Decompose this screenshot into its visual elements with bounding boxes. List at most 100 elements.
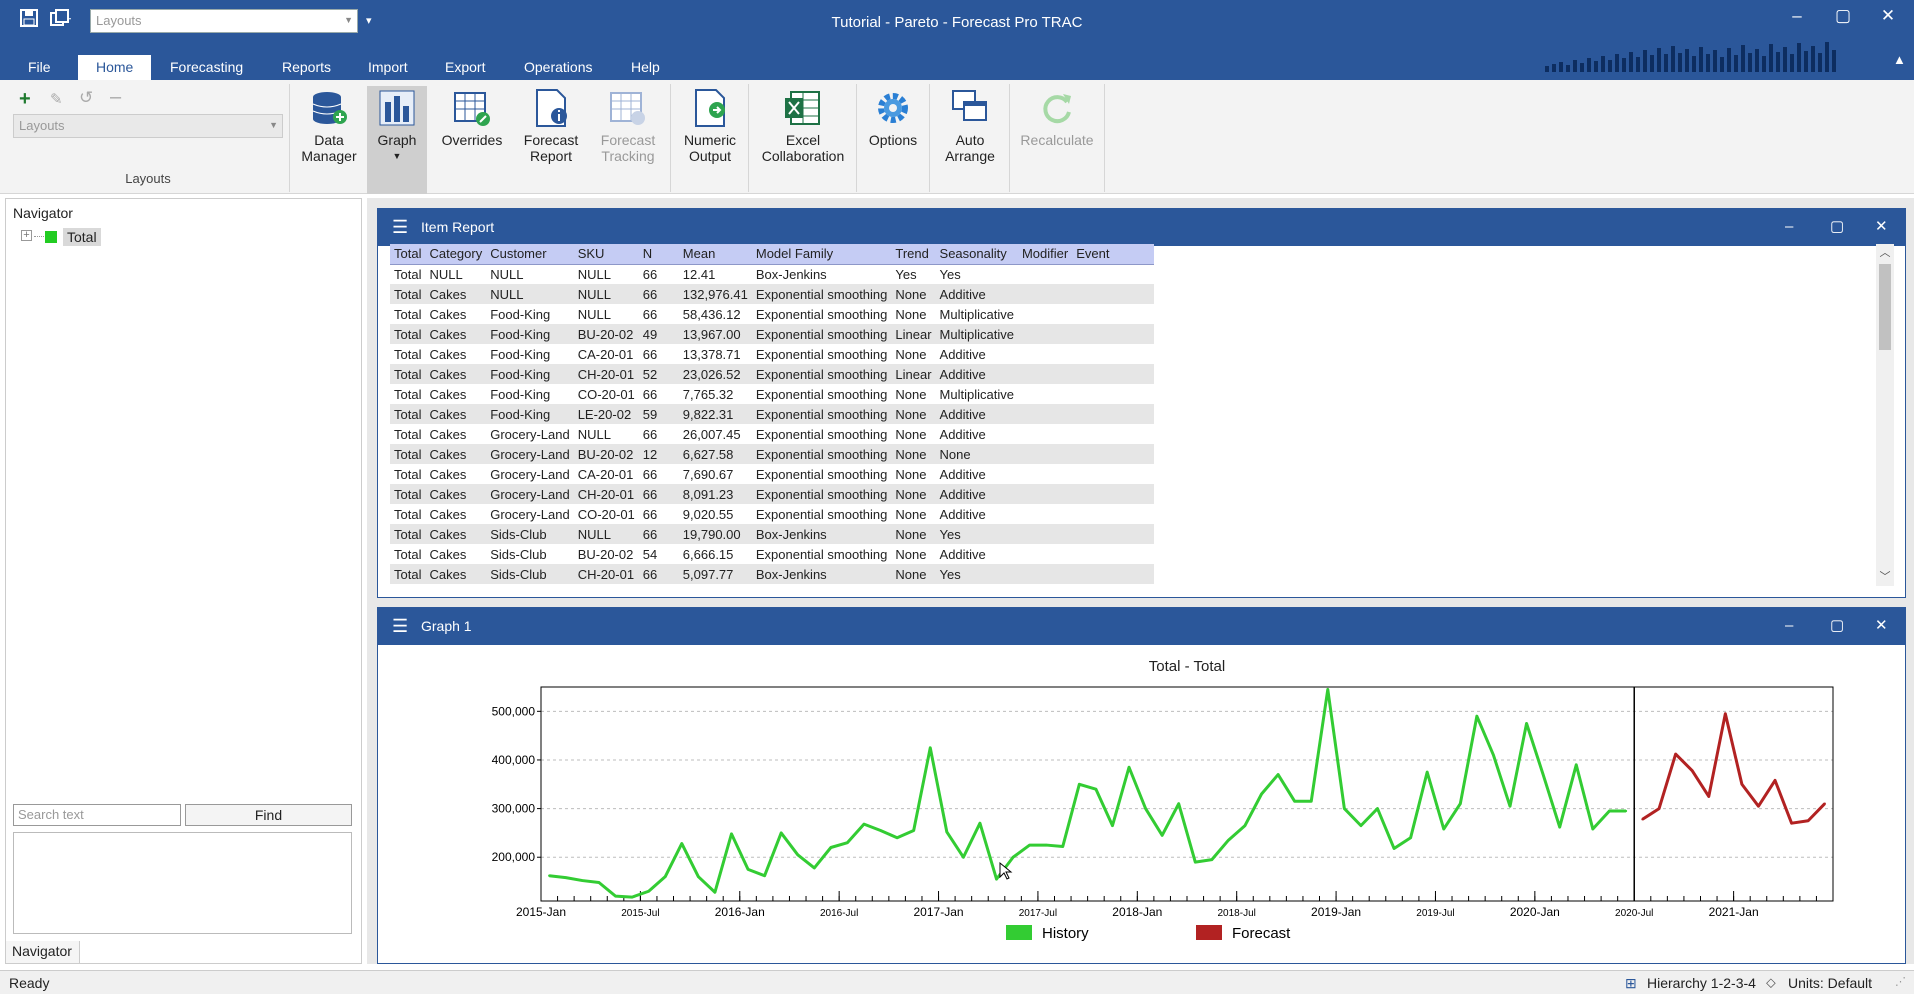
- units-status[interactable]: Units: Default: [1788, 975, 1873, 991]
- table-row[interactable]: Total Cakes Food-King BU-20-02 49 13,967.00 Ex…: [390, 324, 1155, 344]
- find-button[interactable]: Find: [185, 804, 352, 826]
- table-row[interactable]: Total Cakes Sids-Club CH-20-01 66 5,097.77 Box…: [390, 564, 1155, 584]
- layouts-combo[interactable]: Layouts ▼: [13, 114, 283, 138]
- data-point: [1724, 712, 1727, 715]
- minimize-icon[interactable]: –: [1785, 617, 1794, 634]
- data-manager-button[interactable]: Data Manager: [294, 86, 364, 194]
- forecast-tracking-button[interactable]: Forecast Tracking: [593, 86, 663, 194]
- data-point: [1823, 802, 1826, 805]
- menu-help[interactable]: Help: [631, 59, 660, 75]
- tree-item-total[interactable]: Total: [63, 228, 101, 246]
- table-cell: CA-20-01: [577, 346, 634, 362]
- layouts-quick-icon[interactable]: [50, 9, 72, 32]
- y-tick-label: 200,000: [492, 850, 536, 864]
- table-row[interactable]: Total Cakes Food-King LE-20-02 59 9,822.31 Exp…: [390, 404, 1155, 424]
- table-cell: 66: [642, 386, 658, 402]
- y-tick-label: 500,000: [492, 704, 536, 718]
- overrides-button[interactable]: Overrides: [437, 86, 507, 194]
- table-row[interactable]: Total Cakes Food-King CH-20-01 52 23,026.52 Ex…: [390, 364, 1155, 384]
- resize-grip-icon[interactable]: ⋰: [1895, 976, 1906, 988]
- search-input[interactable]: Search text: [13, 804, 181, 826]
- x-tick-label: 2018-Jul: [1218, 908, 1256, 919]
- table-cell: Cakes: [429, 306, 467, 322]
- table-row[interactable]: Total Cakes Food-King CO-20-01 66 7,765.32 Exp…: [390, 384, 1154, 404]
- table-cell: Cakes: [425, 284, 487, 304]
- table-cell: None: [891, 284, 936, 304]
- table-row[interactable]: Total Cakes Sids-Club NULL 66 19,790.00 Box-Je…: [390, 524, 1155, 544]
- table-cell: None: [895, 306, 927, 322]
- maximize-icon[interactable]: ▢: [1834, 6, 1852, 25]
- col-sku[interactable]: SKU: [573, 244, 639, 265]
- menu-reports[interactable]: Reports: [282, 59, 332, 75]
- col-mean[interactable]: Mean: [678, 244, 752, 265]
- add-icon[interactable]: +: [19, 88, 31, 110]
- data-point: [664, 875, 667, 878]
- col-category[interactable]: Category: [425, 244, 487, 265]
- save-icon[interactable]: [20, 9, 38, 32]
- data-point: [1293, 800, 1296, 803]
- close-icon[interactable]: ✕: [1880, 6, 1896, 25]
- table-row[interactable]: Total NULL NULL NULL 66 12.41 Box-Jenkins Yes Ye…: [390, 264, 1154, 284]
- table-cell: 19,790.00: [678, 524, 752, 544]
- maximize-icon[interactable]: ▢: [1830, 218, 1845, 235]
- table-row[interactable]: Total Cakes Food-King CA-20-01 66 13,378.71 Ex…: [390, 344, 1154, 364]
- col-customer[interactable]: Customer: [486, 244, 574, 265]
- table-row[interactable]: Total Cakes Grocery-Land NULL 66 26,007.45 Exp…: [390, 424, 1154, 444]
- col-total[interactable]: Total: [390, 244, 426, 265]
- menu-export[interactable]: Export: [445, 59, 486, 75]
- menu-file[interactable]: File: [28, 59, 51, 75]
- table-row[interactable]: Total Cakes NULL NULL 66 132,976.41 Exponentia…: [390, 284, 1155, 304]
- table-cell: [1017, 404, 1073, 424]
- table-cell: BU-20-02: [573, 324, 639, 344]
- collapse-ribbon-icon[interactable]: ▲: [1893, 52, 1906, 67]
- table-row[interactable]: Total Cakes Food-King NULL 66 58,436.12 Expone…: [390, 304, 1154, 324]
- col-n[interactable]: N: [638, 244, 679, 265]
- layouts-quick-combo[interactable]: Layouts ▼: [90, 9, 358, 33]
- options-button[interactable]: Options: [858, 86, 928, 194]
- menu-operations[interactable]: Operations: [524, 59, 593, 75]
- col-event[interactable]: Event: [1072, 244, 1155, 265]
- table-row[interactable]: Total Cakes Grocery-Land CA-20-01 66 7,690.67…: [390, 464, 1154, 484]
- maximize-icon[interactable]: ▢: [1830, 617, 1845, 634]
- col-seasonality[interactable]: Seasonality: [935, 244, 1018, 265]
- edit-icon[interactable]: ✎: [50, 91, 63, 108]
- table-cell: Additive: [935, 484, 1018, 504]
- close-icon[interactable]: ✕: [1875, 218, 1888, 235]
- vertical-scrollbar[interactable]: ︿ ﹀: [1876, 244, 1894, 586]
- menu-import[interactable]: Import: [368, 59, 408, 75]
- graph-label: Graph: [377, 132, 417, 148]
- table-row[interactable]: Total Cakes Sids-Club BU-20-02 54 6,666.15 Exp…: [390, 544, 1154, 564]
- auto-arrange-button[interactable]: Auto Arrange: [935, 86, 1005, 194]
- minimize-icon[interactable]: –: [1792, 6, 1802, 25]
- numeric-output-button[interactable]: Numeric Output: [675, 86, 745, 194]
- table-cell: Cakes: [429, 546, 467, 562]
- scroll-up-icon[interactable]: ︿: [1879, 247, 1891, 259]
- hamburger-icon[interactable]: ☰: [392, 616, 409, 636]
- col-trend[interactable]: Trend: [891, 244, 936, 265]
- menu-home[interactable]: Home: [78, 55, 152, 80]
- x-tick-label: 2020-Jan: [1510, 905, 1560, 919]
- menu-forecasting[interactable]: Forecasting: [170, 59, 244, 75]
- table-cell: [1018, 344, 1072, 364]
- forecast-report-button[interactable]: Forecast Report: [516, 86, 586, 194]
- excel-collaboration-button[interactable]: Excel Collaboration: [753, 86, 853, 194]
- table-row[interactable]: Total Cakes Grocery-Land CO-20-01 66 9,020.55…: [390, 504, 1154, 524]
- graph-button[interactable]: Graph ▼: [367, 86, 427, 194]
- scroll-thumb[interactable]: [1879, 264, 1891, 350]
- recalculate-button[interactable]: Recalculate: [1012, 86, 1102, 194]
- col-model-family[interactable]: Model Family: [751, 244, 892, 265]
- expand-icon[interactable]: +: [21, 230, 32, 241]
- scroll-down-icon[interactable]: ﹀: [1879, 571, 1891, 583]
- table-cell: Total: [394, 386, 422, 402]
- minimize-icon[interactable]: –: [1785, 218, 1794, 235]
- hierarchy-status[interactable]: Hierarchy 1-2-3-4: [1647, 975, 1756, 991]
- navigator-tab[interactable]: Navigator: [5, 941, 80, 964]
- col-modifier[interactable]: Modifier: [1017, 244, 1073, 265]
- table-row[interactable]: Total Cakes Grocery-Land BU-20-02 12 6,627.58…: [390, 444, 1155, 464]
- remove-icon[interactable]: –: [110, 86, 122, 108]
- hamburger-icon[interactable]: ☰: [392, 217, 409, 237]
- table-row[interactable]: Total Cakes Grocery-Land CH-20-01 66 8,091.23…: [390, 484, 1155, 504]
- undo-icon[interactable]: ↺: [79, 88, 94, 107]
- close-icon[interactable]: ✕: [1875, 617, 1888, 634]
- customize-qat-icon[interactable]: ▾: [366, 15, 372, 27]
